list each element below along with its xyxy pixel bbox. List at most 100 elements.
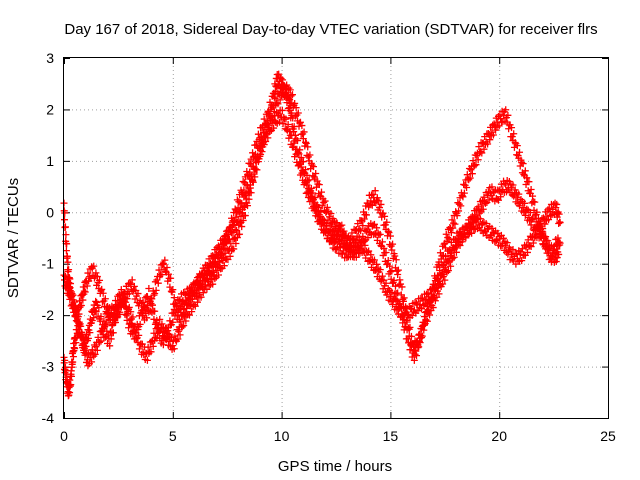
plot-frame xyxy=(63,57,609,419)
data-point xyxy=(312,170,320,178)
data-point xyxy=(97,313,105,321)
data-point xyxy=(286,86,294,94)
data-point xyxy=(237,212,245,220)
data-point xyxy=(114,313,122,321)
data-point xyxy=(388,246,396,254)
x-tick-label: 20 xyxy=(491,428,507,444)
data-point xyxy=(291,145,299,153)
data-point xyxy=(150,291,158,299)
data-point xyxy=(264,134,272,142)
data-point xyxy=(486,136,494,144)
data-point xyxy=(441,266,449,274)
data-point xyxy=(262,131,270,139)
data-point xyxy=(527,221,535,229)
data-point xyxy=(361,241,369,249)
data-point xyxy=(527,243,535,251)
data-point xyxy=(220,232,228,240)
data-point xyxy=(299,168,307,176)
data-point xyxy=(81,288,89,296)
data-point xyxy=(204,274,212,282)
data-point xyxy=(441,276,449,284)
data-point xyxy=(252,166,260,174)
data-point xyxy=(455,207,463,215)
data-point xyxy=(79,283,87,291)
data-point xyxy=(163,264,171,272)
data-point xyxy=(304,143,312,151)
data-point xyxy=(158,320,166,328)
data-point xyxy=(378,272,386,280)
data-point xyxy=(178,323,186,331)
data-point xyxy=(75,310,83,318)
data-point xyxy=(162,324,170,332)
data-point xyxy=(127,308,135,316)
data-point xyxy=(246,184,254,192)
data-point xyxy=(281,85,289,93)
data-point xyxy=(391,252,399,260)
data-point xyxy=(117,286,125,294)
data-point xyxy=(266,127,274,135)
data-point xyxy=(385,229,393,237)
data-point xyxy=(370,256,378,264)
data-point xyxy=(252,141,260,149)
data-point xyxy=(274,100,282,108)
data-point xyxy=(153,276,161,284)
data-point xyxy=(153,334,161,342)
data-point xyxy=(97,337,105,345)
data-point xyxy=(167,287,175,295)
data-point xyxy=(384,257,392,265)
data-point xyxy=(169,286,177,294)
data-point xyxy=(284,121,292,129)
data-point xyxy=(319,219,327,227)
data-point xyxy=(279,120,287,128)
data-point xyxy=(339,228,347,236)
data-point xyxy=(510,130,518,138)
data-point xyxy=(317,188,325,196)
data-point xyxy=(85,273,93,281)
data-point xyxy=(69,358,77,366)
data-point xyxy=(410,306,418,314)
data-point xyxy=(233,226,241,234)
data-point xyxy=(382,279,390,287)
data-point xyxy=(504,111,512,119)
data-point xyxy=(453,212,461,220)
data-point xyxy=(348,229,356,237)
data-point xyxy=(413,299,421,307)
data-point xyxy=(313,177,321,185)
data-point xyxy=(398,283,406,291)
data-point xyxy=(154,279,162,287)
data-point xyxy=(188,283,196,291)
data-point xyxy=(136,297,144,305)
data-point xyxy=(308,161,316,169)
data-point xyxy=(240,186,248,194)
data-point xyxy=(509,181,517,189)
data-point xyxy=(161,256,169,264)
data-point xyxy=(190,301,198,309)
data-point xyxy=(303,181,311,189)
y-tick-label: -1 xyxy=(42,256,55,272)
data-point xyxy=(384,227,392,235)
data-point xyxy=(495,122,503,130)
data-point xyxy=(64,258,72,266)
data-point xyxy=(90,352,98,360)
data-point xyxy=(416,339,424,347)
data-point xyxy=(381,212,389,220)
data-point xyxy=(156,315,164,323)
data-point xyxy=(362,211,370,219)
data-point xyxy=(147,299,155,307)
y-axis-label: SDTVAR / TECUs xyxy=(5,178,22,298)
data-point xyxy=(171,300,179,308)
data-point xyxy=(554,234,562,242)
data-point xyxy=(241,212,249,220)
data-point xyxy=(128,276,136,284)
data-point xyxy=(497,193,505,201)
data-point xyxy=(465,176,473,184)
data-point xyxy=(444,267,452,275)
data-point xyxy=(481,199,489,207)
y-tick-label: -2 xyxy=(42,307,55,323)
data-point xyxy=(96,276,104,284)
data-point xyxy=(169,318,177,326)
data-point xyxy=(131,295,139,303)
data-point xyxy=(482,220,490,228)
data-point xyxy=(318,202,326,210)
data-point xyxy=(472,161,480,169)
